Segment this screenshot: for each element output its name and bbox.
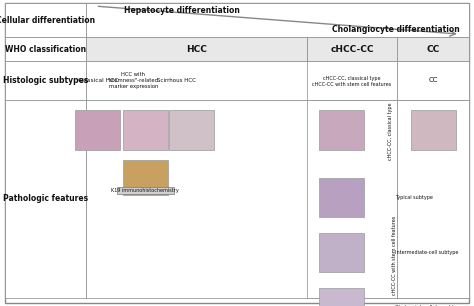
Bar — [397, 99, 469, 298]
Bar — [5, 61, 86, 99]
Text: WHO classification: WHO classification — [5, 45, 86, 54]
Text: Intermediate-cell subtype: Intermediate-cell subtype — [395, 250, 458, 255]
Bar — [5, 37, 86, 61]
Text: CC: CC — [428, 77, 438, 83]
Bar — [319, 288, 364, 306]
Bar — [319, 233, 364, 272]
Text: Histologic subtypes: Histologic subtypes — [3, 76, 88, 85]
Text: cHCC-CC, classical type: cHCC-CC, classical type — [388, 103, 392, 160]
Bar — [86, 99, 469, 298]
Bar — [411, 110, 456, 150]
Bar — [307, 37, 397, 61]
Bar — [5, 99, 86, 298]
Text: Cholangiolocellular subtype: Cholangiolocellular subtype — [395, 305, 463, 306]
Bar — [307, 99, 397, 298]
Text: Hepatocyte differentiation: Hepatocyte differentiation — [124, 6, 240, 15]
Text: HCC: HCC — [186, 45, 207, 54]
Text: K19 immunohistochemistry: K19 immunohistochemistry — [111, 188, 179, 193]
Text: cHCC-CC: cHCC-CC — [330, 45, 374, 54]
Text: Pathologic features: Pathologic features — [3, 194, 88, 203]
Bar — [397, 37, 469, 61]
Bar — [117, 187, 173, 194]
Bar — [75, 110, 120, 150]
Bar — [86, 3, 469, 37]
Bar — [123, 160, 168, 196]
Bar — [123, 110, 168, 150]
Text: Scirrhous HCC: Scirrhous HCC — [156, 78, 196, 83]
Bar — [169, 110, 214, 150]
Bar — [307, 61, 397, 99]
Bar — [319, 177, 364, 217]
Bar — [397, 61, 469, 99]
Text: CC: CC — [427, 45, 440, 54]
Bar — [319, 110, 364, 150]
Text: cHCC-CC with stem cell features: cHCC-CC with stem cell features — [392, 216, 397, 295]
Text: Classical HCC: Classical HCC — [78, 78, 118, 83]
Text: cHCC-CC, classical type
cHCC-CC with stem cell features: cHCC-CC, classical type cHCC-CC with ste… — [312, 76, 392, 87]
Text: Typical subtype: Typical subtype — [395, 195, 433, 200]
Bar — [5, 3, 86, 37]
Bar — [86, 61, 469, 99]
Text: HCC with
"stemness"-related
marker expression: HCC with "stemness"-related marker expre… — [108, 72, 159, 88]
Text: Cellular differentiation: Cellular differentiation — [0, 16, 95, 24]
Bar — [86, 37, 307, 61]
Text: Cholangiocyte differentiation: Cholangiocyte differentiation — [332, 25, 460, 34]
